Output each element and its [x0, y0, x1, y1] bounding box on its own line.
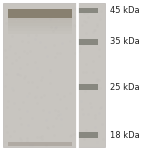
Bar — [8, 12, 72, 15]
Bar — [8, 18, 72, 20]
Bar — [8, 28, 72, 31]
Bar — [8, 20, 72, 23]
Bar — [8, 26, 72, 28]
Bar — [78, 84, 98, 90]
Bar — [78, 8, 98, 13]
Bar — [78, 132, 98, 138]
Text: 25 kDa: 25 kDa — [110, 82, 139, 91]
Text: 45 kDa: 45 kDa — [110, 6, 139, 15]
Bar — [8, 142, 72, 146]
Bar — [8, 10, 72, 17]
Bar — [8, 23, 72, 26]
Bar — [8, 11, 72, 16]
Bar — [3, 3, 105, 147]
Text: 35 kDa: 35 kDa — [110, 38, 139, 46]
Bar — [8, 31, 72, 34]
Text: 18 kDa: 18 kDa — [110, 130, 139, 140]
Bar — [78, 39, 98, 45]
Bar — [8, 9, 72, 18]
